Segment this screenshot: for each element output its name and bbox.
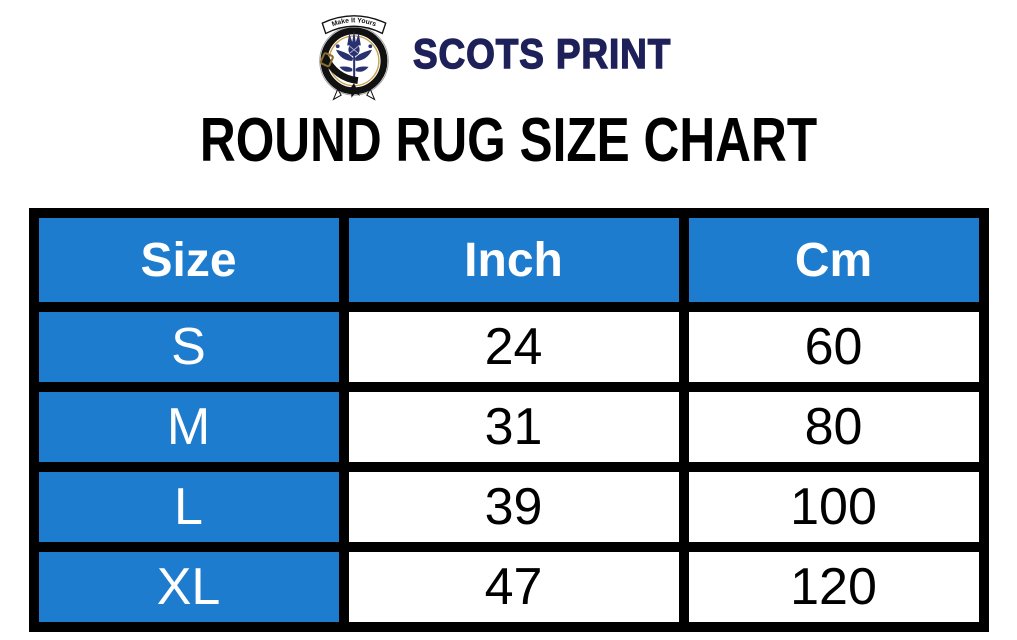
table-row: XL 47 120 [38,552,979,622]
cm-cell: 60 [688,312,979,382]
inch-cell: 47 [348,552,679,622]
size-cell: L [38,472,339,542]
table-row: M 31 80 [38,392,979,462]
inch-cell: 31 [348,392,679,462]
column-header-size: Size [38,218,339,302]
header-row: Size Inch Cm [38,218,979,302]
size-cell: XL [38,552,339,622]
inch-cell: 39 [348,472,679,542]
banner-ribbon: Make It Yours [321,15,387,35]
size-cell: M [38,392,339,462]
table-row: S 24 60 [38,312,979,382]
belt-and-buckle [319,52,360,98]
cm-cell: 120 [688,552,979,622]
size-chart-table: Size Inch Cm S 24 60 M 31 80 L 39 100 [28,208,989,632]
svg-text:Make It Yours: Make It Yours [331,17,377,28]
thistle-emblem [335,30,372,80]
logo: Make It Yours SCOTS PRINT [0,0,1017,102]
cm-cell: 80 [688,392,979,462]
cm-cell: 100 [688,472,979,542]
column-header-inch: Inch [348,218,679,302]
scots-print-crest-icon: Make It Yours [319,15,389,101]
banner-text: Make It Yours [331,17,377,28]
inch-cell: 24 [348,312,679,382]
table-row: L 39 100 [38,472,979,542]
size-cell: S [38,312,339,382]
page-title: ROUND RUG SIZE CHART [199,106,818,175]
column-header-cm: Cm [688,218,979,302]
brand-wordmark: SCOTS PRINT [412,29,671,77]
